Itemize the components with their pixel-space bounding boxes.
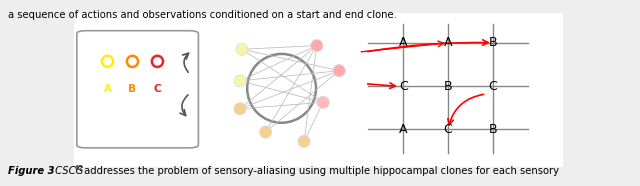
Text: addresses the problem of sensory-aliasing using multiple hippocampal clones for : addresses the problem of sensory-aliasin… (81, 166, 559, 176)
Text: A: A (399, 36, 408, 49)
Ellipse shape (310, 39, 323, 52)
Ellipse shape (234, 103, 246, 115)
FancyBboxPatch shape (77, 31, 198, 148)
Text: a sequence of actions and observations conditioned on a start and end clone.: a sequence of actions and observations c… (8, 10, 397, 20)
Text: C: C (488, 80, 497, 93)
Ellipse shape (298, 135, 310, 147)
Text: A: A (104, 84, 111, 94)
Ellipse shape (102, 56, 113, 67)
Text: 62: 62 (75, 165, 84, 171)
Text: C: C (444, 123, 452, 136)
Ellipse shape (333, 65, 346, 77)
Text: A: A (399, 123, 408, 136)
Ellipse shape (259, 126, 272, 138)
Text: A: A (444, 36, 452, 49)
Text: B: B (488, 123, 497, 136)
Text: CSCG: CSCG (52, 166, 84, 176)
Ellipse shape (152, 56, 163, 67)
Ellipse shape (317, 96, 330, 108)
Ellipse shape (234, 75, 246, 87)
Text: B: B (488, 36, 497, 49)
Text: B: B (129, 84, 136, 94)
FancyBboxPatch shape (74, 13, 563, 167)
Text: B: B (444, 80, 452, 93)
Ellipse shape (247, 54, 316, 123)
Text: Figure 3: Figure 3 (8, 166, 54, 176)
Text: C: C (399, 80, 408, 93)
Ellipse shape (236, 43, 248, 55)
Text: C: C (154, 84, 161, 94)
Ellipse shape (127, 56, 138, 67)
